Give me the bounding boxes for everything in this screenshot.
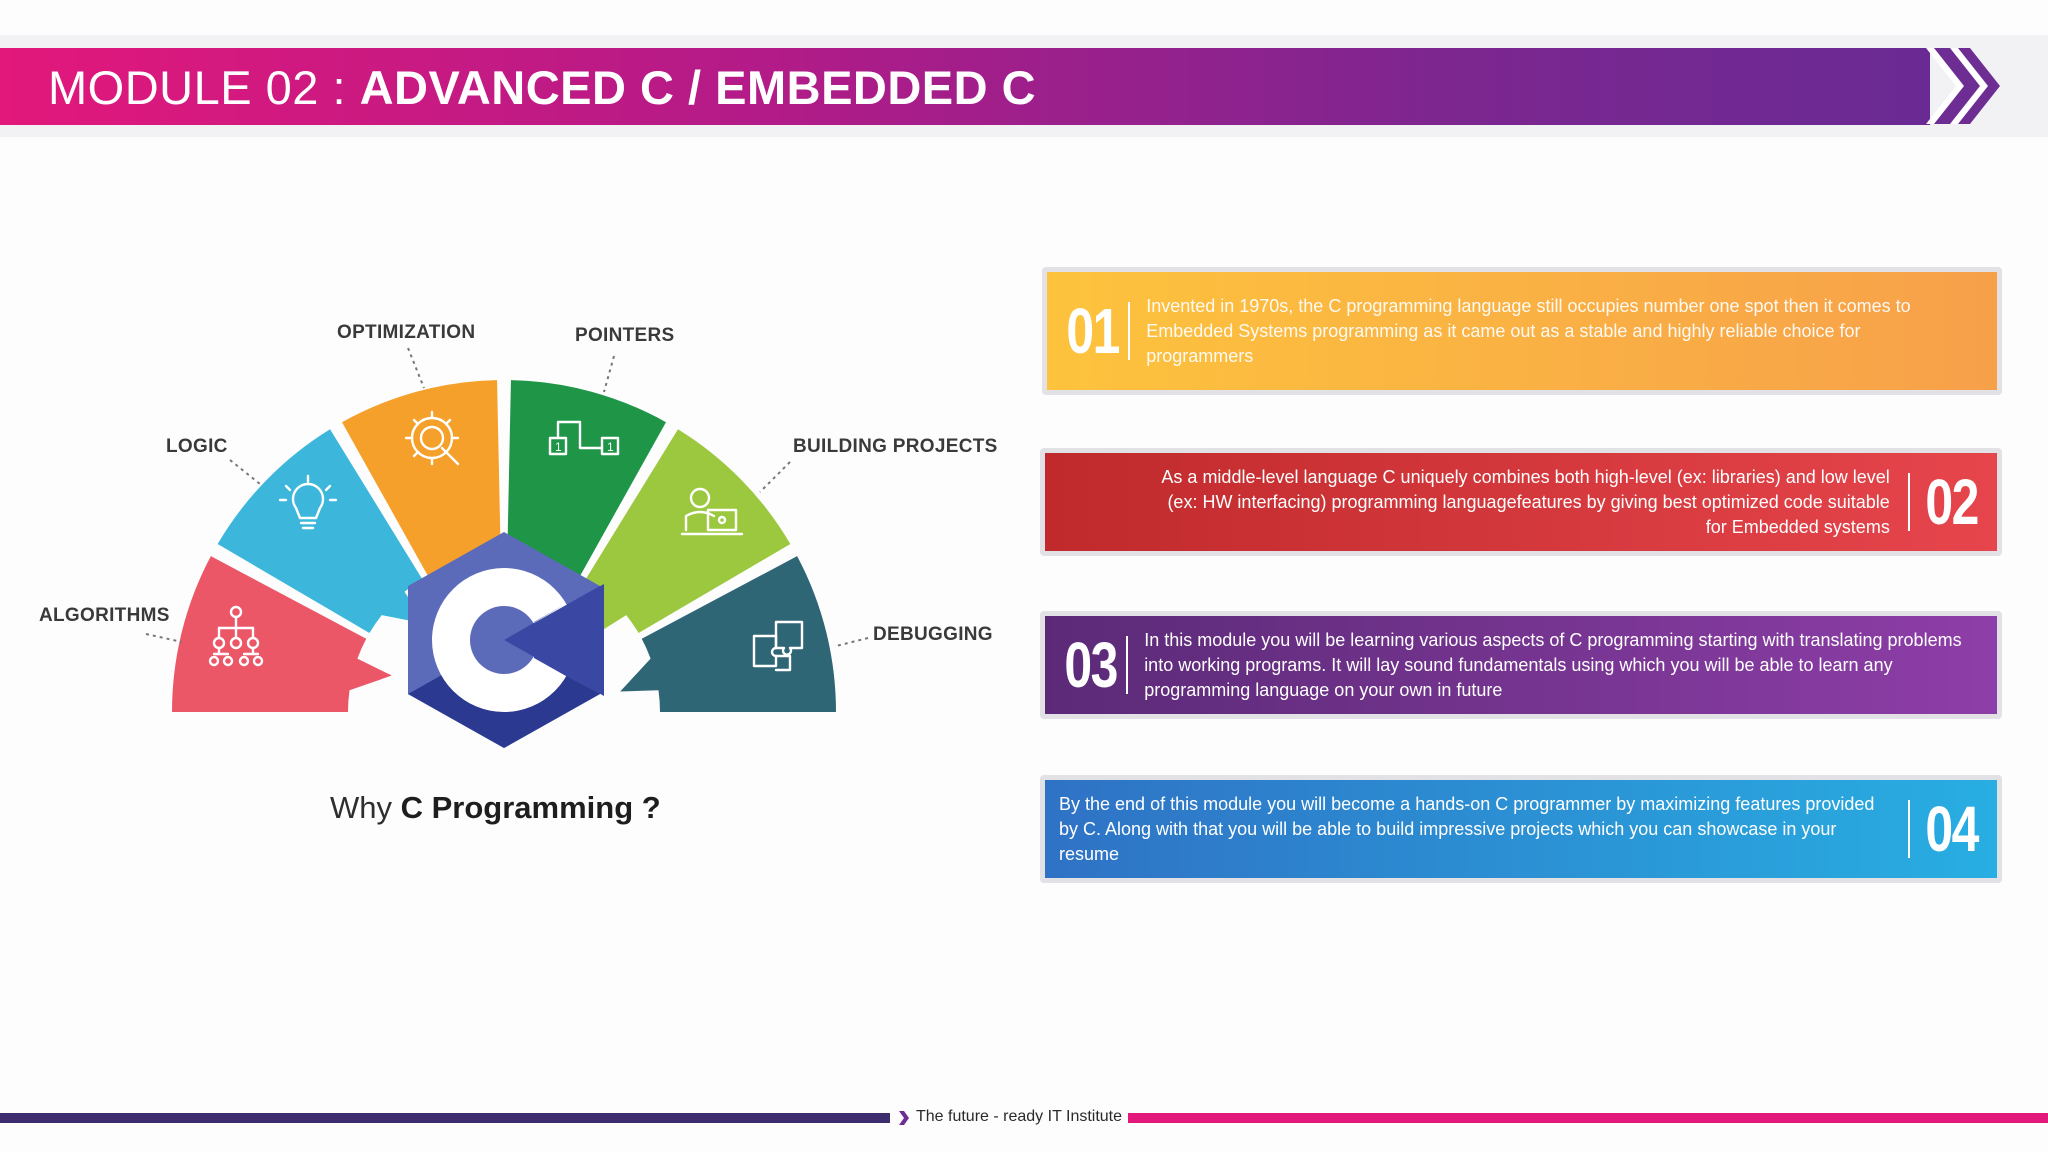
module-title-banner — [0, 48, 1930, 125]
card-divider — [1126, 636, 1129, 694]
segment-debugging — [620, 556, 836, 712]
card-number: 04 — [1925, 793, 1979, 865]
card-number: 02 — [1925, 466, 1979, 538]
segment-label-algorithms: ALGORITHMS — [39, 605, 170, 626]
segment-label-debugging: DEBUGGING — [873, 624, 993, 645]
segment-building-projects — [585, 429, 791, 636]
why-c-caption: Why C Programming ? — [330, 790, 661, 826]
card-divider — [1907, 473, 1910, 531]
svg-text:1: 1 — [555, 440, 562, 454]
card-divider — [1128, 302, 1131, 360]
card-divider — [1907, 800, 1910, 858]
card-number: 03 — [1064, 629, 1118, 701]
chevron-right-icon — [899, 1111, 909, 1125]
title-prefix: MODULE 02 : — [48, 61, 360, 114]
segment-algorithms — [172, 556, 392, 712]
why-c-semicircle-diagram: 1 1 — [145, 347, 869, 748]
card-text: As a middle-level language C uniquely co… — [1161, 466, 1890, 537]
developer-at-computer-icon — [680, 487, 744, 536]
card-text: By the end of this module you will becom… — [1059, 793, 1875, 864]
footer-bar-right — [1128, 1113, 2048, 1123]
info-card-01: 01 Invented in 1970s, the C programming … — [1042, 267, 2002, 395]
page-title: MODULE 02 : ADVANCED C / EMBEDDED C — [48, 48, 1036, 125]
lightbulb-icon — [278, 474, 338, 530]
c-language-hexagon-logo — [408, 532, 604, 748]
info-card-04: By the end of this module you will becom… — [1040, 775, 2002, 883]
segment-label-pointers: POINTERS — [575, 325, 675, 346]
segment-label-building-projects: BUILDING PROJECTS — [793, 436, 998, 457]
footer-bar-left — [0, 1113, 890, 1123]
segment-label-optimization: OPTIMIZATION — [337, 322, 476, 343]
title-main: ADVANCED C / EMBEDDED C — [359, 61, 1037, 114]
card-number: 01 — [1066, 295, 1120, 367]
gear-magnifier-icon — [404, 410, 460, 466]
segment-label-logic: LOGIC — [166, 436, 228, 457]
info-card-03: 03 In this module you will be learning v… — [1040, 611, 2002, 719]
puzzle-pieces-icon — [752, 620, 804, 672]
segment-logic — [217, 429, 426, 634]
segment-optimization — [342, 380, 501, 597]
double-chevron-right-icon — [1926, 48, 2000, 124]
footer-tagline: The future - ready IT Institute — [916, 1108, 1123, 1125]
card-text: In this module you will be learning vari… — [1144, 629, 1962, 700]
info-card-02: As a middle-level language C uniquely co… — [1040, 448, 2002, 556]
card-text: Invented in 1970s, the C programming lan… — [1146, 295, 1911, 366]
leader-lines — [145, 347, 869, 647]
segment-pointers — [507, 380, 666, 601]
flowchart-icon — [208, 605, 264, 667]
svg-text:1: 1 — [607, 440, 614, 454]
linked-boxes-icon: 1 1 — [548, 420, 620, 456]
caption-prefix: Why — [330, 790, 401, 825]
caption-bold: C Programming ? — [400, 790, 661, 825]
